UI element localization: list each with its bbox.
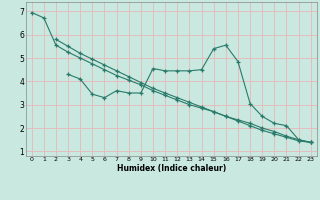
X-axis label: Humidex (Indice chaleur): Humidex (Indice chaleur) (116, 164, 226, 173)
